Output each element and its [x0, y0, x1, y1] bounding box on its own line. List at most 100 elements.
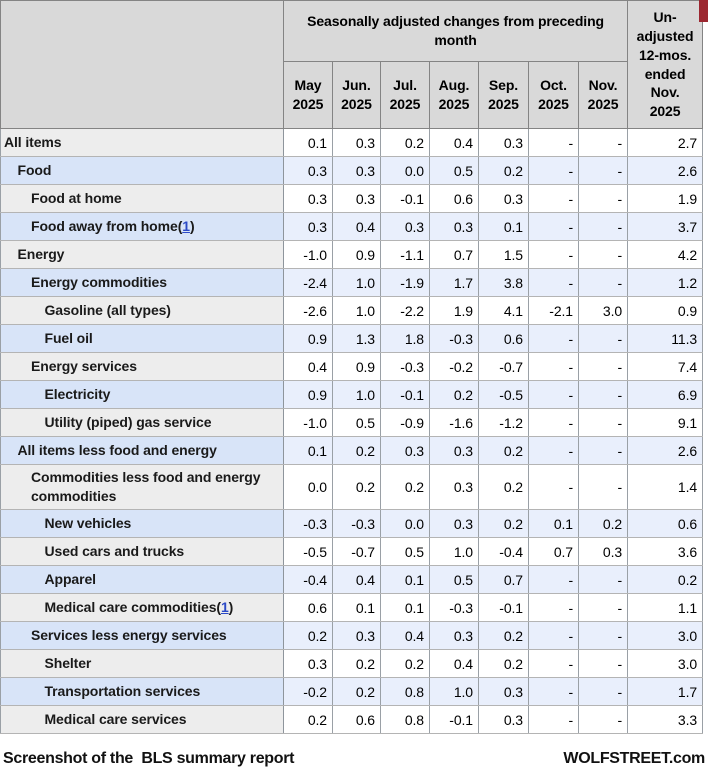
cell-value: 0.5 [429, 565, 479, 594]
cell-value: 3.0 [627, 649, 704, 678]
cell-value: - [577, 268, 629, 297]
cell-value: 1.5 [478, 240, 529, 269]
table-row: Medical care commodities(1) 0.6 0.1 0.1 -0.3… [0, 593, 704, 622]
cell-value: 0.3 [478, 705, 529, 734]
row-label: Electricity [0, 380, 284, 409]
seasonally-adjusted-group-header: Seasonally adjusted changes from precedi… [282, 0, 629, 62]
row-label: New vehicles [0, 509, 284, 538]
cell-value: -0.2 [283, 677, 333, 706]
cell-value: 0.8 [380, 677, 430, 706]
cell-value: -0.4 [283, 565, 333, 594]
cell-value: -0.3 [283, 509, 333, 538]
cell-value: -1.1 [380, 240, 430, 269]
row-label-text: Transportation services [44, 683, 201, 699]
cell-value: 0.7 [478, 565, 529, 594]
row-label-text: Gasoline (all types) [44, 302, 171, 318]
table-row: Food at home 0.3 0.3 -0.1 0.6 0.3- -1.9 [0, 184, 704, 213]
cell-value: - [577, 156, 629, 185]
row-label: All items less food and energy [0, 436, 284, 465]
row-label: Fuel oil [0, 324, 284, 353]
wolfstreet-logo-text: WOLFSTREET.com [563, 750, 705, 767]
row-label-text: Electricity [44, 386, 111, 402]
row-label: Gasoline (all types) [0, 296, 284, 325]
cell-value: 2.7 [627, 128, 704, 157]
row-label-text: Medical care services [44, 711, 187, 727]
cell-value: 0.3 [332, 621, 381, 650]
cell-value: 0.2 [332, 649, 381, 678]
cell-value: - [528, 621, 579, 650]
cell-value: -1.0 [283, 240, 333, 269]
cell-value: 0.3 [577, 537, 629, 566]
row-label-text: All items [4, 134, 62, 150]
table-row: Electricity 0.9 1.0 -0.1 0.2 -0.5- -6.9 [0, 380, 704, 409]
cell-value: 1.0 [332, 380, 381, 409]
cell-value: 0.3 [429, 436, 479, 465]
cell-value: 0.1 [283, 436, 333, 465]
cell-value: 0.1 [528, 509, 579, 538]
row-label-text: Services less energy services [31, 627, 227, 643]
cell-value: -2.4 [283, 268, 333, 297]
table-row: Utility (piped) gas service -1.0 0.5 -0.9 -1… [0, 408, 704, 437]
cell-value: 0.2 [283, 621, 333, 650]
cell-value: 0.6 [627, 509, 704, 538]
cell-value: 4.1 [478, 296, 529, 325]
cell-value: 0.3 [283, 184, 333, 213]
row-label: Food [0, 156, 284, 185]
cell-value: 1.4 [627, 464, 704, 510]
cpi-summary-table: Seasonally adjusted changes from precedi… [0, 0, 704, 734]
cell-value: 3.0 [577, 296, 629, 325]
cell-value: -0.1 [380, 184, 430, 213]
cell-value: -0.2 [429, 352, 479, 381]
cell-value: 0.3 [332, 156, 381, 185]
cell-value: - [528, 705, 579, 734]
cell-value: 0.4 [429, 649, 479, 678]
scrollbar-thumb[interactable] [699, 0, 708, 22]
cell-value: -2.2 [380, 296, 430, 325]
row-label-text: Medical care commodities [44, 599, 217, 615]
cell-value: 0.1 [478, 212, 529, 241]
cell-value: - [528, 565, 579, 594]
cell-value: - [528, 649, 579, 678]
row-label: Energy services [0, 352, 284, 381]
cell-value: 0.9 [332, 240, 381, 269]
cell-value: 1.8 [380, 324, 430, 353]
cell-value: -0.3 [332, 509, 381, 538]
table-row: Transportation services -0.2 0.2 0.8 1.0 0.3-… [0, 677, 704, 706]
cell-value: 0.3 [283, 212, 333, 241]
row-label-text: Food [17, 162, 52, 178]
cell-value: 0.3 [429, 212, 479, 241]
cell-value: - [577, 593, 629, 622]
footnote-link[interactable]: 1 [220, 599, 229, 615]
cell-value: -0.3 [429, 324, 479, 353]
cell-value: 0.9 [627, 296, 704, 325]
cell-value: - [577, 436, 629, 465]
cell-value: 0.2 [478, 509, 529, 538]
table-row: Energy services 0.4 0.9 -0.3 -0.2 -0.7- -7.4 [0, 352, 704, 381]
row-label: Shelter [0, 649, 284, 678]
cell-value: 0.1 [380, 593, 430, 622]
cell-value: 3.3 [627, 705, 704, 734]
row-label: Food at home [0, 184, 284, 213]
cell-value: - [528, 184, 579, 213]
row-label: Used cars and trucks [0, 537, 284, 566]
cell-value: 0.3 [429, 621, 479, 650]
row-label: Medical care commodities(1) [0, 593, 284, 622]
cell-value: 0.2 [478, 649, 529, 678]
cell-value: 0.4 [380, 621, 430, 650]
table-row: Services less energy services 0.2 0.3 0.4 0.… [0, 621, 704, 650]
cell-value: -0.3 [380, 352, 430, 381]
table-row: Energy -1.0 0.9 -1.1 0.7 1.5- -4.2 [0, 240, 704, 269]
cell-value: - [577, 212, 629, 241]
cell-value: 6.9 [627, 380, 704, 409]
cell-value: - [577, 240, 629, 269]
column-header-may: May 2025 [283, 61, 333, 129]
cell-value: 3.6 [627, 537, 704, 566]
footnote-link[interactable]: 1 [182, 218, 190, 234]
table-row: Energy commodities -2.4 1.0 -1.9 1.7 3.8- -1.2 [0, 268, 704, 297]
table-row: All items 0.1 0.3 0.2 0.4 0.3- -2.7 [0, 128, 704, 157]
cell-value: -0.7 [332, 537, 381, 566]
cell-value: - [528, 212, 579, 241]
cell-value: 0.1 [283, 128, 333, 157]
caption-bar: Screenshot of the BLS summary report WOL… [0, 739, 708, 779]
cell-value: 1.7 [627, 677, 704, 706]
